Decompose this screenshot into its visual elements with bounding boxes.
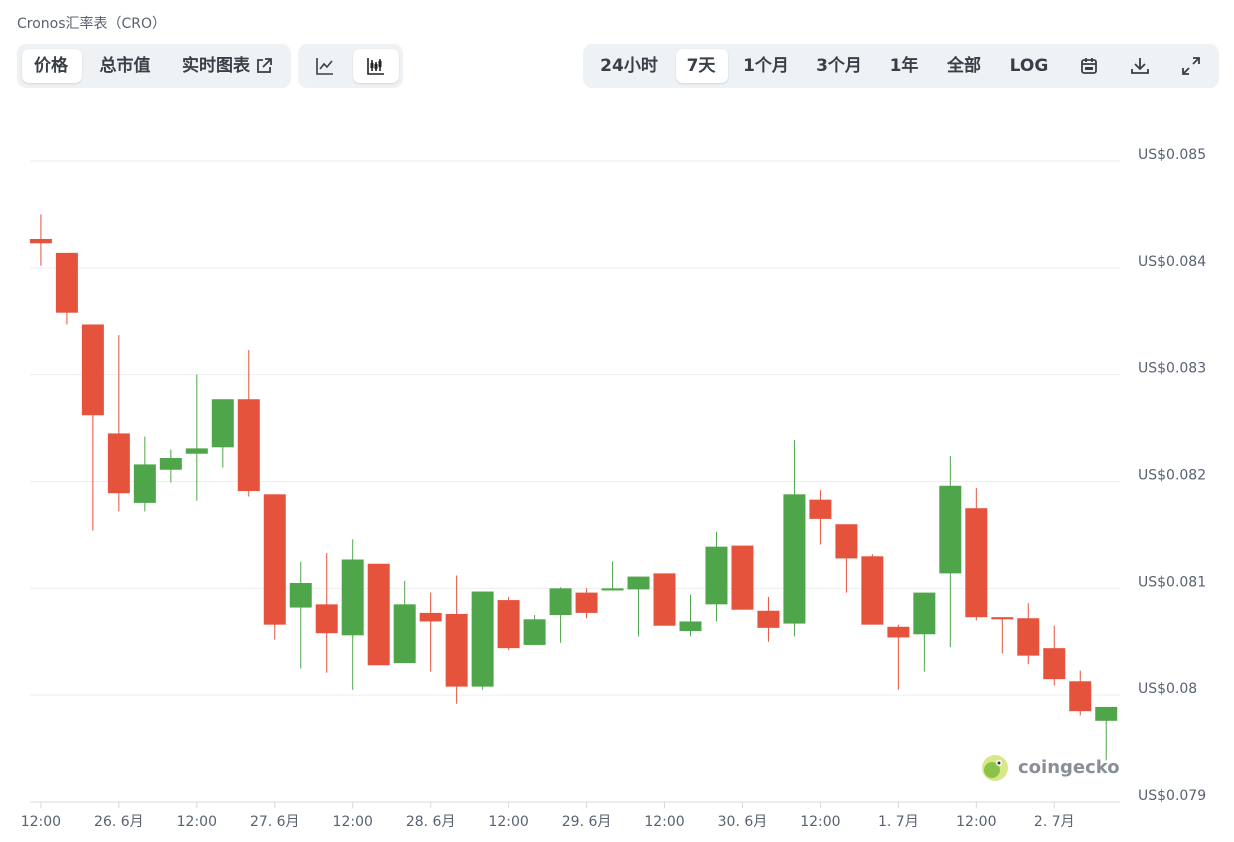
candle-body xyxy=(679,621,702,632)
candle-body xyxy=(237,399,260,492)
candle-body xyxy=(81,324,104,416)
candle-body xyxy=(861,556,884,625)
candle-body xyxy=(445,613,468,687)
chart-style-group xyxy=(298,44,403,88)
candle-body xyxy=(263,494,286,625)
candle-body xyxy=(289,582,312,608)
range-tab[interactable]: 24小时 xyxy=(600,56,658,76)
calendar-button[interactable] xyxy=(1080,57,1098,75)
y-tick-label: US$0.082 xyxy=(1138,468,1206,484)
x-tick-label: 26. 6月 xyxy=(94,814,144,830)
candle-body xyxy=(601,588,624,591)
candle-body xyxy=(575,592,598,613)
y-tick-label: US$0.081 xyxy=(1138,574,1206,590)
candle-body xyxy=(887,626,910,638)
x-tick-label: 12:00 xyxy=(800,814,840,830)
active-tab-bg xyxy=(22,49,82,83)
candle-body xyxy=(29,238,52,244)
candle-body xyxy=(211,399,234,448)
candle-body xyxy=(393,604,416,664)
x-tick-label: 12:00 xyxy=(956,814,996,830)
candle-body xyxy=(1017,618,1040,656)
candle-body xyxy=(991,617,1014,620)
candle-body xyxy=(939,485,962,574)
candle-body xyxy=(809,499,832,519)
watermark-logo xyxy=(982,755,1008,781)
candle-body xyxy=(549,588,572,616)
y-tick-label: US$0.083 xyxy=(1138,361,1206,377)
line-chart-button[interactable] xyxy=(316,57,334,75)
candle-body xyxy=(471,591,494,687)
x-tick-label: 29. 6月 xyxy=(562,814,612,830)
view-tab[interactable]: 总市值 xyxy=(99,56,151,76)
candle-body xyxy=(965,508,988,618)
candle-body xyxy=(419,612,442,622)
candle-body xyxy=(731,545,754,610)
candle-body xyxy=(1069,681,1092,712)
candle-body xyxy=(367,563,390,666)
y-tick-label: US$0.085 xyxy=(1138,147,1206,163)
x-tick-label: 1. 7月 xyxy=(878,814,919,830)
candle-body xyxy=(523,619,546,645)
candle-body xyxy=(315,604,338,634)
x-tick-label: 12:00 xyxy=(488,814,528,830)
y-tick-label: US$0.08 xyxy=(1138,681,1197,697)
range-tab-group: 24小时 7天 1个月 3个月 1年 全部 LOG xyxy=(583,44,1219,88)
candle-chart-button[interactable] xyxy=(367,57,385,75)
view-tab-group: 价格 总市值 实时图表 xyxy=(17,44,291,88)
view-tab[interactable]: 价格 xyxy=(34,56,68,76)
candle-body xyxy=(627,576,650,590)
candle-body xyxy=(653,573,676,626)
range-tab[interactable]: 7天 xyxy=(686,56,716,76)
candle-body xyxy=(497,600,520,649)
candle-body xyxy=(835,524,858,559)
active-tab-bg xyxy=(676,49,728,83)
x-tick-label: 12:00 xyxy=(333,814,373,830)
x-tick-label: 30. 6月 xyxy=(718,814,768,830)
range-tab[interactable]: 全部 xyxy=(947,56,981,76)
fullscreen-button[interactable] xyxy=(1182,57,1200,75)
y-tick-label: US$0.079 xyxy=(1138,788,1206,804)
candle-body xyxy=(757,610,780,628)
candle-body xyxy=(185,448,208,454)
candle-body xyxy=(341,559,364,636)
x-tick-label: 28. 6月 xyxy=(406,814,456,830)
candle-body xyxy=(55,252,78,313)
range-tab[interactable]: 1年 xyxy=(889,56,919,76)
range-tab[interactable]: 1个月 xyxy=(743,56,789,76)
candle-body xyxy=(133,464,156,503)
range-tab[interactable]: LOG xyxy=(1009,56,1049,76)
candle-body xyxy=(705,546,728,605)
x-tick-label: 27. 6月 xyxy=(250,814,300,830)
x-tick-label: 12:00 xyxy=(21,814,61,830)
watermark: coingecko xyxy=(1018,757,1120,778)
candle-body xyxy=(1043,648,1066,680)
candle-body xyxy=(783,494,806,624)
view-tab[interactable]: 实时图表 xyxy=(182,56,250,76)
chart-title: Cronos汇率表（CRO） xyxy=(17,16,167,32)
range-tab[interactable]: 3个月 xyxy=(816,56,862,76)
candle-body xyxy=(913,592,936,635)
download-button[interactable] xyxy=(1131,57,1149,75)
y-tick-label: US$0.084 xyxy=(1138,254,1206,270)
x-tick-label: 2. 7月 xyxy=(1034,814,1075,830)
candle-body xyxy=(1095,706,1118,721)
candle-body xyxy=(159,457,182,470)
candle-body xyxy=(107,433,130,494)
external-link-icon xyxy=(257,58,272,73)
x-tick-label: 12:00 xyxy=(644,814,684,830)
x-tick-label: 12:00 xyxy=(177,814,217,830)
